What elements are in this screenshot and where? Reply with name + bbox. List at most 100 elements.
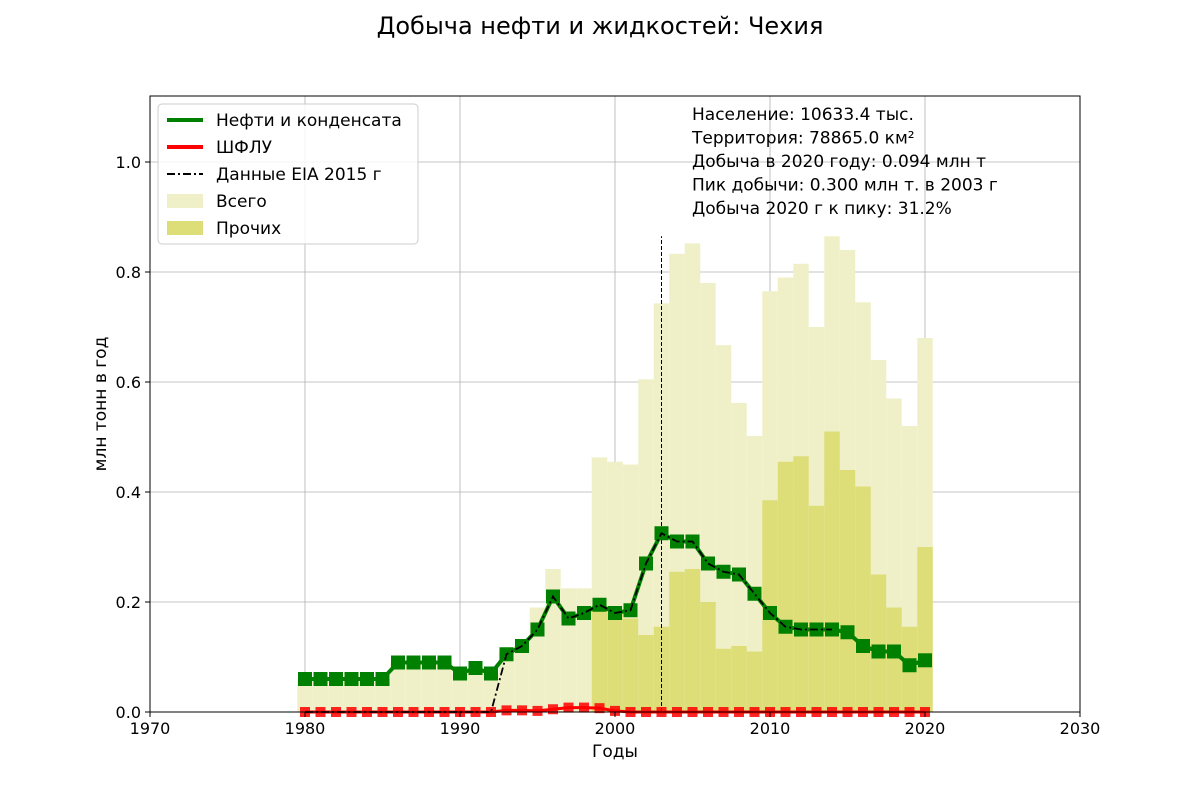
other-bar <box>746 651 763 712</box>
total-bar <box>731 402 747 712</box>
other-bar <box>793 456 809 712</box>
legend-swatch <box>167 221 203 235</box>
total-bar <box>343 679 360 712</box>
y-tick-label: 0.6 <box>116 373 141 392</box>
x-tick-label: 2020 <box>905 719 946 738</box>
total-bar <box>715 345 732 712</box>
other-bar <box>715 648 732 712</box>
oil-point <box>856 639 870 653</box>
other-bar <box>731 646 747 712</box>
oil-point <box>840 625 855 640</box>
oil-point <box>422 655 436 670</box>
info-annotations: Население: 10633.4 тыс. Территория: 78865… <box>691 105 998 219</box>
oil-point <box>871 644 886 659</box>
other-bar <box>777 461 794 712</box>
oil-point <box>530 622 545 637</box>
oil-point <box>437 655 452 670</box>
oil-point <box>887 644 901 659</box>
ngl-point <box>563 702 574 713</box>
y-tick-label: 0.2 <box>116 593 141 612</box>
other-bar <box>855 486 871 712</box>
ngl-point <box>594 703 605 714</box>
y-tick-label: 0.0 <box>116 703 141 722</box>
other-bar <box>607 613 623 712</box>
legend-box <box>157 103 419 245</box>
total-bar <box>638 379 654 712</box>
oil-point <box>298 672 312 686</box>
x-axis-label: Годы <box>592 742 638 762</box>
oil-point <box>902 658 917 673</box>
oil-point <box>313 672 328 686</box>
x-tick-label: 2030 <box>1060 719 1101 738</box>
other-bar <box>700 602 716 712</box>
oil-point <box>329 672 343 686</box>
x-tick-label: 2010 <box>750 719 791 738</box>
y-tick-label: 0.8 <box>116 263 141 282</box>
total-bar <box>374 679 391 712</box>
ngl-point <box>517 705 527 716</box>
oil-point <box>701 556 715 571</box>
other-bar <box>886 607 902 712</box>
oil-point <box>344 672 359 686</box>
y-tick-label: 0.4 <box>116 483 141 502</box>
legend-label: Прочих <box>216 219 281 239</box>
total-bar <box>746 435 763 712</box>
annotation-line: Добыча в 2020 году: 0.094 млн т <box>692 152 986 172</box>
x-tick-label: 2000 <box>595 719 636 738</box>
total-bar <box>312 679 329 712</box>
oil-point <box>577 606 591 620</box>
total-bar <box>560 588 577 712</box>
annotation-line: Территория: 78865.0 км² <box>691 129 915 149</box>
total-bar <box>498 651 515 712</box>
x-tick-label: 1980 <box>285 719 326 738</box>
x-tick-label: 1970 <box>130 719 171 738</box>
oil-point <box>360 672 374 686</box>
other-bar <box>917 547 933 712</box>
oil-point <box>561 611 576 626</box>
legend-label: Нефти и конденсата <box>216 111 402 131</box>
total-bar <box>421 662 437 712</box>
annotation-line: Пик добычи: 0.300 млн т. в 2003 г <box>692 176 998 196</box>
oil-point <box>918 653 932 668</box>
other-bar <box>839 470 856 712</box>
total-bar <box>514 646 530 712</box>
other-bar <box>684 569 701 712</box>
oil-point <box>453 666 467 681</box>
total-bar <box>405 662 422 712</box>
legend-label: Данные EIA 2015 г <box>216 165 382 185</box>
ngl-point <box>532 705 543 716</box>
other-bar <box>591 607 608 712</box>
oil-point <box>468 661 483 675</box>
oil-point <box>391 655 405 670</box>
oil-point <box>484 666 498 681</box>
other-bar <box>870 574 887 712</box>
oil-point <box>406 655 421 670</box>
other-bar <box>638 635 654 712</box>
total-bar <box>436 662 453 712</box>
legend: Нефти и конденсата ШФЛУ Данные EIA 2015 г В… <box>157 103 419 245</box>
total-bar <box>359 679 375 712</box>
y-axis-label: млн тонн в год <box>91 337 111 472</box>
other-bar <box>824 431 840 712</box>
total-bar <box>452 673 468 712</box>
axis-ticks: 1970 1980 1990 2000 2010 2020 2030 0.0 0.2 0.4 0.6… <box>116 153 1101 738</box>
total-bar <box>328 679 344 712</box>
legend-label: Всего <box>216 192 267 212</box>
ngl-point <box>579 702 589 713</box>
annotation-line: Добыча 2020 г к пику: 31.2% <box>692 199 952 219</box>
ngl-point <box>501 705 512 716</box>
legend-label: ШФЛУ <box>216 138 273 158</box>
other-bar <box>669 571 685 712</box>
other-bar <box>622 618 639 712</box>
legend-swatch <box>167 194 203 208</box>
y-tick-label: 1.0 <box>116 153 141 172</box>
oil-point <box>592 597 607 612</box>
x-tick-label: 1990 <box>440 719 481 738</box>
total-bar <box>297 679 313 712</box>
total-bar <box>483 673 499 712</box>
chart-title: Добыча нефти и жидкостей: Чехия <box>376 12 824 40</box>
other-bar <box>808 505 825 712</box>
ngl-point <box>610 705 620 716</box>
oil-point <box>375 672 390 686</box>
